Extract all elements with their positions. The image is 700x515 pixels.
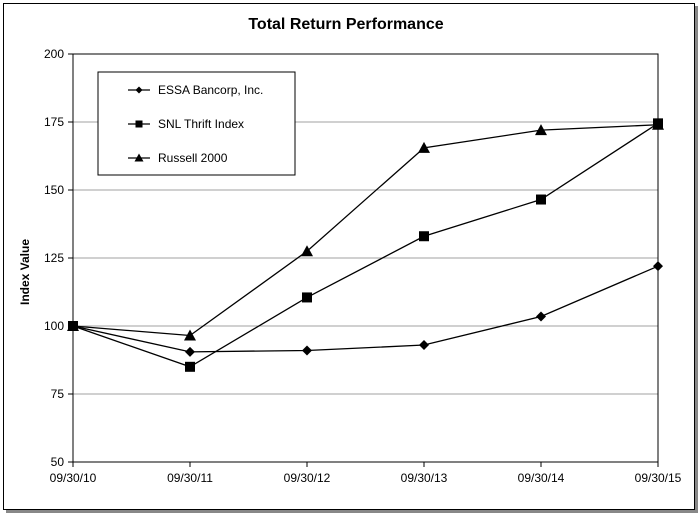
- square-marker: [135, 120, 143, 128]
- series-line: [72, 124, 659, 337]
- data-point-diamond: [185, 346, 195, 357]
- x-tick-label: 09/30/15: [635, 471, 682, 485]
- y-tick-label: 175: [44, 115, 64, 129]
- data-point-diamond: [419, 340, 429, 351]
- series-diamond: [68, 261, 663, 357]
- data-point-triangle: [67, 320, 79, 331]
- y-tick-label: 200: [44, 47, 64, 61]
- data-point-triangle: [301, 245, 313, 257]
- y-axis-label: Index Value: [18, 239, 32, 305]
- legend-entry-label: SNL Thrift Index: [158, 117, 244, 131]
- data-point-square: [536, 194, 546, 205]
- legend-entry-label: Russell 2000: [158, 151, 228, 165]
- axes-layer: 50 75 100 125 150 175 200 09/30/10 09/30/11 09/30…: [44, 47, 682, 485]
- x-tick-label: 09/30/12: [284, 471, 331, 485]
- x-tick-label: 09/30/10: [50, 471, 97, 485]
- data-point-triangle: [184, 329, 196, 341]
- data-point-diamond: [653, 261, 663, 272]
- data-point-square: [419, 231, 429, 242]
- y-tick-label: 50: [51, 455, 65, 469]
- series-triangle: [67, 118, 664, 341]
- series-line: [72, 265, 659, 353]
- data-point-triangle: [652, 118, 664, 130]
- plot-area-border: [72, 53, 659, 463]
- x-tick-label: 09/30/11: [167, 471, 213, 485]
- y-tick-label: 150: [44, 183, 64, 197]
- legend-entry-label: ESSA Bancorp, Inc.: [158, 83, 263, 97]
- series-line: [72, 122, 659, 368]
- x-tick-label: 09/30/14: [518, 471, 565, 485]
- triangle-marker: [134, 153, 144, 162]
- data-point-triangle: [535, 124, 547, 136]
- y-tick-label: 100: [44, 319, 64, 333]
- y-tick-label: 75: [51, 387, 65, 401]
- series-layer: [67, 118, 664, 372]
- y-tick-label: 125: [44, 251, 64, 265]
- data-point-diamond: [536, 311, 546, 322]
- chart-title: Total Return Performance: [248, 16, 443, 33]
- data-point-square: [185, 361, 195, 372]
- legend: ESSA Bancorp, Inc. SNL Thrift Index Russel…: [97, 71, 296, 176]
- diamond-marker: [135, 86, 143, 94]
- data-point-triangle: [418, 141, 430, 153]
- x-tick-label: 09/30/13: [401, 471, 448, 485]
- data-point-diamond: [302, 345, 312, 356]
- data-point-square: [302, 292, 312, 303]
